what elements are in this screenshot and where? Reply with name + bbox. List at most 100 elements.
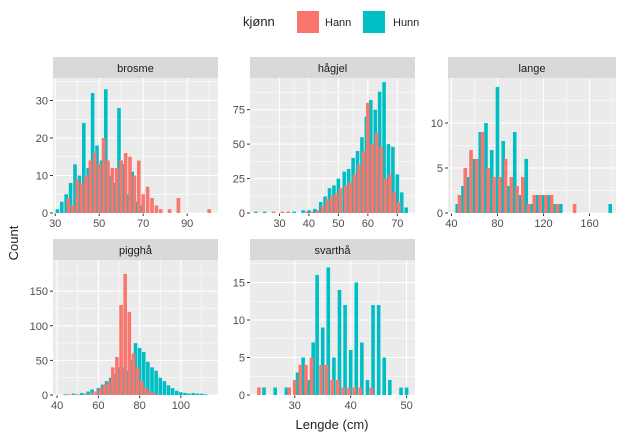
bar-hunn bbox=[174, 390, 179, 395]
bar-hann bbox=[324, 365, 329, 395]
bar-hunn bbox=[320, 327, 325, 395]
bar-hann bbox=[532, 195, 537, 213]
bar-hunn bbox=[104, 381, 109, 395]
facet-brosme: brosme 30 50 70 90 0 10 20 30 bbox=[36, 57, 218, 230]
x-tick-label: 30 bbox=[273, 218, 285, 230]
bar-hann bbox=[132, 175, 137, 213]
bar-hunn bbox=[254, 211, 258, 213]
y-tick-label: 10 bbox=[233, 315, 245, 327]
bar-hann bbox=[298, 365, 303, 395]
bar-hunn bbox=[332, 357, 336, 395]
bar-hunn bbox=[187, 393, 191, 395]
bar-hunn bbox=[301, 210, 305, 213]
bar-hunn bbox=[86, 391, 90, 395]
legend-label-hunn: Hunn bbox=[393, 17, 419, 29]
bar-hunn bbox=[90, 389, 94, 395]
bar-hann bbox=[544, 195, 548, 213]
bar-hann bbox=[280, 211, 285, 213]
bar-hann bbox=[538, 195, 542, 213]
bar-hann bbox=[515, 186, 519, 213]
x-tick-label: 40 bbox=[345, 400, 357, 412]
y-tick-label: 100 bbox=[30, 321, 48, 333]
bar-hunn bbox=[343, 305, 347, 395]
bar-hunn bbox=[301, 357, 305, 395]
bar-hunn bbox=[337, 290, 342, 395]
bar-hann bbox=[474, 159, 479, 213]
y-tick-label: 5 bbox=[239, 353, 245, 365]
bar-hunn bbox=[71, 393, 76, 395]
bar-hunn bbox=[327, 188, 332, 213]
bar-hann bbox=[111, 367, 115, 395]
strip-label: hågjel bbox=[318, 63, 347, 75]
bar-hunn bbox=[382, 357, 387, 395]
bar-hann bbox=[128, 156, 132, 213]
bar-hunn bbox=[541, 195, 546, 213]
bar-hann bbox=[457, 195, 462, 213]
x-tick-label: 30 bbox=[49, 218, 61, 230]
bar-hann bbox=[388, 174, 392, 213]
bar-hunn bbox=[558, 204, 563, 213]
bar-hunn bbox=[326, 267, 331, 395]
x-tick-label: 40 bbox=[445, 218, 457, 230]
bar-hann bbox=[71, 205, 75, 213]
y-tick-label: 0 bbox=[239, 390, 245, 402]
bar-hann bbox=[370, 144, 375, 213]
bar-hann bbox=[392, 192, 397, 213]
y-tick-label: 0 bbox=[42, 390, 48, 402]
bar-hann bbox=[526, 204, 531, 213]
bar-hunn bbox=[489, 150, 494, 213]
bar-hunn bbox=[80, 392, 84, 395]
bar-hunn bbox=[313, 208, 317, 213]
x-tick-label: 100 bbox=[172, 400, 190, 412]
bar-hunn bbox=[391, 146, 395, 213]
bar-hann bbox=[325, 199, 329, 213]
bar-hunn bbox=[484, 123, 488, 213]
bar-hunn bbox=[134, 201, 139, 213]
bar-hann bbox=[145, 186, 150, 213]
bar-hunn bbox=[404, 207, 408, 213]
bar-hann bbox=[396, 201, 401, 213]
bar-hunn bbox=[104, 89, 108, 213]
strip-pigghå bbox=[53, 239, 218, 260]
bar-hunn bbox=[121, 164, 126, 213]
bar-hann bbox=[127, 311, 132, 395]
bar-hunn bbox=[306, 380, 311, 395]
bar-hann bbox=[119, 305, 123, 395]
bar-hunn bbox=[608, 204, 613, 213]
bar-hunn bbox=[99, 160, 104, 213]
bar-hann bbox=[334, 193, 338, 213]
bar-hunn bbox=[315, 275, 319, 395]
bar-hunn bbox=[382, 82, 386, 213]
y-tick-label: 0 bbox=[42, 208, 48, 220]
bar-hunn bbox=[323, 196, 327, 213]
bar-hunn bbox=[501, 141, 506, 213]
bar-hann bbox=[98, 388, 103, 395]
y-tick-label: 25 bbox=[233, 174, 245, 186]
legend: kjønn Hann Hunn bbox=[243, 11, 419, 33]
strip-label: svarthå bbox=[314, 245, 351, 257]
bar-hunn bbox=[461, 186, 465, 213]
bar-hann bbox=[141, 194, 145, 213]
bar-hann bbox=[338, 188, 343, 213]
bar-hann bbox=[287, 387, 291, 395]
bar-hunn bbox=[130, 171, 134, 213]
x-tick-label: 70 bbox=[137, 218, 149, 230]
bar-hann bbox=[320, 206, 325, 213]
bar-hunn bbox=[113, 374, 117, 395]
y-tick-label: 50 bbox=[233, 139, 245, 151]
bar-hann bbox=[358, 387, 362, 395]
bar-hann bbox=[379, 146, 383, 213]
x-tick-label: 50 bbox=[93, 218, 105, 230]
strip-brosme bbox=[53, 57, 218, 78]
bar-hann bbox=[286, 211, 291, 213]
bar-hunn bbox=[318, 201, 323, 213]
bar-hunn bbox=[292, 211, 296, 213]
bar-hunn bbox=[108, 175, 112, 213]
strip-label: lange bbox=[519, 63, 546, 75]
bar-hunn bbox=[553, 204, 557, 213]
y-axis-title: Count bbox=[6, 225, 21, 260]
bar-hann bbox=[139, 381, 144, 395]
y-tick-label: 150 bbox=[30, 286, 48, 298]
bar-hunn bbox=[284, 387, 289, 395]
bar-hann bbox=[348, 182, 352, 213]
